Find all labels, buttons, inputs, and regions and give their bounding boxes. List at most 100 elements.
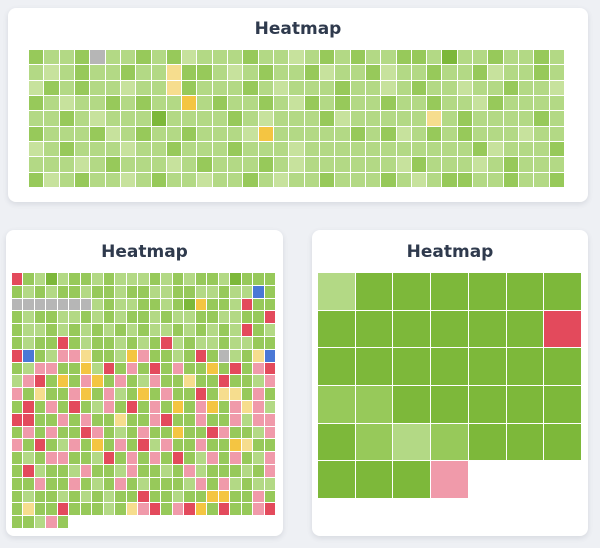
heatmap-cell (44, 50, 59, 65)
heatmap-cell (350, 65, 365, 80)
heatmap-cell (57, 516, 69, 528)
heatmap-card-bottom-right: Heatmap (312, 230, 588, 536)
heatmap-cell (57, 349, 69, 362)
heatmap-cell (103, 465, 115, 477)
heatmap-cell (120, 172, 136, 187)
heatmap-cell (46, 349, 57, 362)
heatmap-cell (241, 337, 253, 349)
heatmap-cell (195, 426, 207, 439)
heatmap-cell (195, 388, 207, 400)
heatmap-cell (23, 298, 34, 311)
heatmap-cell (161, 375, 172, 388)
heatmap-cell (172, 439, 184, 452)
heatmap-cell (253, 298, 264, 311)
heatmap-cell (304, 172, 319, 187)
heatmap-cell (207, 324, 218, 336)
heatmap-cell (172, 311, 184, 324)
heatmap-cell (151, 50, 166, 65)
heatmap-cell (457, 142, 473, 157)
heatmap-cell (319, 111, 335, 126)
heatmap-cell (319, 96, 335, 111)
heatmap-cell (92, 426, 103, 439)
heatmap-cell (57, 375, 69, 388)
heatmap-cell (207, 298, 218, 311)
heatmap-cell (264, 311, 275, 324)
heatmap-cell (381, 65, 396, 80)
heatmap-cell (29, 142, 44, 157)
heatmap-cell (69, 324, 80, 336)
heatmap-cell (503, 50, 519, 65)
heatmap-cell (274, 50, 289, 65)
heatmap-cell (243, 50, 258, 65)
heatmap-cell (274, 157, 289, 172)
heatmap-cell (44, 111, 59, 126)
heatmap-cell (488, 157, 503, 172)
heatmap-cell (90, 50, 105, 65)
heatmap-cell (503, 142, 519, 157)
heatmap-cell (161, 388, 172, 400)
heatmap-cell (59, 157, 74, 172)
heatmap-cell (149, 490, 161, 503)
heatmap-cell (350, 80, 365, 95)
heatmap-cell (105, 80, 120, 95)
heatmap-cell (46, 337, 57, 349)
heatmap-cell (396, 142, 411, 157)
heatmap-cell (90, 157, 105, 172)
heatmap-cell (105, 126, 120, 141)
heatmap-cell (149, 452, 161, 464)
heatmap-cell (29, 96, 44, 111)
heatmap-cell (80, 452, 92, 464)
heatmap-cell (166, 80, 182, 95)
heatmap-cell (69, 273, 80, 285)
heatmap-cell (46, 285, 57, 298)
heatmap-cell (23, 516, 34, 528)
heatmap-cell (69, 362, 80, 375)
heatmap-cell (12, 426, 23, 439)
heatmap-cell (396, 50, 411, 65)
heatmap-cell (120, 80, 136, 95)
heatmap-cell (161, 452, 172, 464)
heatmap-cell (172, 413, 184, 426)
heatmap-cell (12, 337, 23, 349)
heatmap-cell (12, 388, 23, 400)
heatmap-cell (115, 401, 126, 413)
heatmap-cell (184, 337, 195, 349)
heatmap-cell (57, 324, 69, 336)
heatmap-cell (207, 477, 218, 490)
heatmap-cell (44, 80, 59, 95)
chart-title: Heatmap (254, 19, 342, 39)
heatmap-cell (544, 386, 581, 423)
heatmap-cell (253, 477, 264, 490)
heatmap-cell (230, 413, 241, 426)
heatmap-cell (166, 172, 182, 187)
heatmap-cell (23, 375, 34, 388)
heatmap-cell (457, 50, 473, 65)
heatmap-cell (195, 490, 207, 503)
heatmap-cell (90, 172, 105, 187)
heatmap-cell (274, 96, 289, 111)
heatmap-cell (69, 388, 80, 400)
heatmap-cell (80, 413, 92, 426)
heatmap-cell (103, 413, 115, 426)
heatmap-cell (103, 273, 115, 285)
heatmap-cell (488, 80, 503, 95)
heatmap-cell (230, 465, 241, 477)
heatmap-cell (319, 142, 335, 157)
heatmap-cell (136, 126, 151, 141)
heatmap-cell (253, 401, 264, 413)
heatmap-cell (166, 126, 182, 141)
heatmap-cell (80, 311, 92, 324)
heatmap-cell (230, 349, 241, 362)
heatmap-cell (46, 375, 57, 388)
heatmap-cell (92, 337, 103, 349)
heatmap-cell (103, 452, 115, 464)
heatmap-cell (103, 362, 115, 375)
heatmap-cell (195, 285, 207, 298)
heatmap-cell (253, 426, 264, 439)
heatmap-cell (161, 465, 172, 477)
heatmap-cell (46, 388, 57, 400)
heatmap-cell (103, 477, 115, 490)
heatmap-cell (218, 503, 230, 516)
heatmap-cell (393, 310, 431, 348)
heatmap-cell (161, 426, 172, 439)
